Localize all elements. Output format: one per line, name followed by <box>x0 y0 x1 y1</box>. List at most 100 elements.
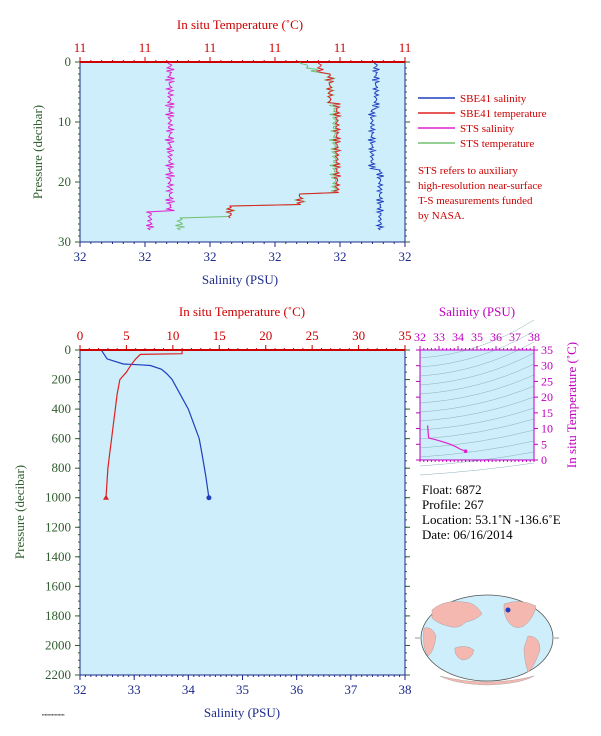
bottom-panel-pressure-axis-title: Pressure (decibar) <box>12 465 27 559</box>
bottom-temp-tick-label: 30 <box>352 328 365 343</box>
bottom-temp-tick-label: 35 <box>399 328 412 343</box>
top-panel-pressure-ticks: 0 10 20 30 <box>58 54 410 249</box>
ts-salinity-tick-label: 32 <box>414 330 426 344</box>
ts-density-contour <box>419 396 535 422</box>
ts-temperature-axis-title: In situ Temperature (˚C) <box>564 342 579 468</box>
ts-temperature-tick-label: 25 <box>541 374 553 388</box>
ts-temperature-tick-label: 0 <box>541 453 547 467</box>
bottom-temp-tick-label: 5 <box>123 328 130 343</box>
ts-density-contour <box>419 352 535 386</box>
sbe41-temperature-line <box>225 61 343 219</box>
bottom-temp-tick-label: 0 <box>77 328 84 343</box>
map-land-south-america <box>523 635 541 673</box>
ts-temperature-tick-label: 15 <box>541 406 553 420</box>
bottom-temp-tick-label: 20 <box>259 328 272 343</box>
sts-note-line-4: by NASA. <box>418 210 465 222</box>
map-land-australia <box>454 646 475 661</box>
location: Location: 53.1˚N -136.6˚E <box>422 512 561 527</box>
bottom-sal-tick-label: 36 <box>290 682 304 697</box>
bottom-panel-pressure-ticks: 0 200 400 600 800 1000 1200 1400 1600 1800 2000 220… <box>45 342 410 682</box>
date: Date: 06/16/2014 <box>422 527 513 542</box>
bottom-sal-tick-label: 37 <box>344 682 358 697</box>
map-land-eurasia <box>431 601 483 628</box>
legend-label-sbe41-salinity: SBE41 salinity <box>460 93 527 105</box>
float-id: Float: 6872 <box>422 482 482 497</box>
full-profile-panel: In situ Temperature (˚C) 0 5 10 15 20 25 30 35 … <box>12 304 412 720</box>
top-sal-tick-label: 32 <box>269 249 282 264</box>
float-location-marker <box>505 607 511 613</box>
top-sal-tick-label: 32 <box>399 249 412 264</box>
ts-density-contour <box>419 374 535 404</box>
bottom-pressure-tick-label: 1000 <box>45 490 71 505</box>
ts-salinity-ticks: 32 33 34 35 36 37 38 <box>414 330 540 462</box>
ts-salinity-tick-label: 36 <box>490 330 502 344</box>
bottom-pressure-tick-label: 0 <box>65 342 72 357</box>
ts-salinity-tick-label: 37 <box>509 330 521 344</box>
legend-label-sbe41-temperature: SBE41 temperature <box>460 108 547 120</box>
bottom-panel-temperature-ticks: 0 5 10 15 20 25 30 35 <box>77 328 412 350</box>
float-info: Float: 6872 Profile: 267 Location: 53.1˚… <box>422 482 561 542</box>
top-pressure-tick-label: 10 <box>58 114 71 129</box>
map-land-north-america <box>503 601 537 628</box>
ts-density-contour <box>419 407 535 431</box>
bottom-pressure-tick-label: 200 <box>52 372 72 387</box>
ts-density-contour <box>419 385 535 413</box>
top-sal-tick-label: 32 <box>334 249 347 264</box>
ts-density-contour <box>419 330 535 368</box>
footer-mark: ▪▪▪▪▪▪▪▪▪▪▪▪▪▪▪▪ <box>42 712 65 717</box>
ts-plot-area <box>419 349 535 461</box>
top-panel-plot-area <box>79 61 406 243</box>
world-map <box>415 594 559 686</box>
sbe41-salinity-line <box>367 61 385 231</box>
ts-temperature-tick-label: 30 <box>541 359 553 373</box>
profile-number: Profile: 267 <box>422 497 484 512</box>
legend-label-sts-salinity: STS salinity <box>460 123 515 135</box>
bottom-pressure-tick-label: 2200 <box>45 667 71 682</box>
ts-salinity-tick-label: 35 <box>471 330 483 344</box>
bottom-sal-tick-label: 35 <box>236 682 249 697</box>
top-temp-tick-label: 11 <box>139 40 152 55</box>
salinity-profile-line <box>101 350 210 498</box>
bottom-pressure-tick-label: 1400 <box>45 549 71 564</box>
ts-salinity-tick-label: 34 <box>452 330 464 344</box>
ts-temperature-tick-label: 35 <box>541 343 553 357</box>
top-temp-tick-label: 11 <box>334 40 347 55</box>
bottom-panel-plot-area <box>79 349 406 676</box>
sts-salinity-line <box>146 61 176 231</box>
ts-density-contour <box>419 440 535 458</box>
bottom-panel-temperature-axis-title: In situ Temperature (˚C) <box>179 304 305 319</box>
ts-density-contour <box>419 363 535 395</box>
ts-density-contour <box>419 418 535 440</box>
ts-salinity-tick-label: 33 <box>433 330 445 344</box>
bottom-panel-salinity-axis-title: Salinity (PSU) <box>204 705 280 720</box>
ts-temperature-tick-label: 20 <box>541 390 553 404</box>
temperature-end-marker <box>103 494 109 500</box>
bottom-temp-tick-label: 10 <box>166 328 179 343</box>
sts-note-line-3: T-S measurements funded <box>418 195 533 207</box>
ts-diagram-panel: Salinity (PSU) 32 33 34 35 36 37 38 0 510 15 20 25… <box>414 304 579 476</box>
ts-curve-line <box>427 425 466 452</box>
bottom-sal-tick-label: 34 <box>182 682 196 697</box>
top-sal-tick-label: 32 <box>74 249 87 264</box>
top-temp-tick-label: 11 <box>74 40 87 55</box>
bottom-pressure-tick-label: 2000 <box>45 637 71 652</box>
ts-density-contour <box>419 462 535 476</box>
ts-temperature-tick-label: 10 <box>541 422 553 436</box>
top-temp-tick-label: 11 <box>204 40 217 55</box>
bottom-pressure-tick-label: 800 <box>52 460 72 475</box>
legend-label-sts-temperature: STS temperature <box>460 138 534 150</box>
bottom-pressure-tick-label: 1800 <box>45 608 71 623</box>
top-panel-pressure-axis-title: Pressure (decibar) <box>30 105 45 199</box>
ts-density-contour <box>419 429 535 449</box>
ts-density-contour <box>419 319 535 359</box>
ts-curve-end-marker <box>463 449 468 454</box>
top-temp-tick-label: 11 <box>269 40 282 55</box>
map-land-africa <box>423 627 437 657</box>
surface-profile-panel: In situ Temperature (˚C) 11 11 11 11 11 11 32… <box>30 17 412 287</box>
top-sal-tick-label: 32 <box>139 249 152 264</box>
top-panel-temperature-axis-title: In situ Temperature (˚C) <box>177 17 303 32</box>
ts-salinity-tick-label: 38 <box>528 330 540 344</box>
bottom-sal-tick-label: 32 <box>74 682 87 697</box>
bottom-pressure-tick-label: 1600 <box>45 578 71 593</box>
bottom-pressure-tick-label: 600 <box>52 431 72 446</box>
